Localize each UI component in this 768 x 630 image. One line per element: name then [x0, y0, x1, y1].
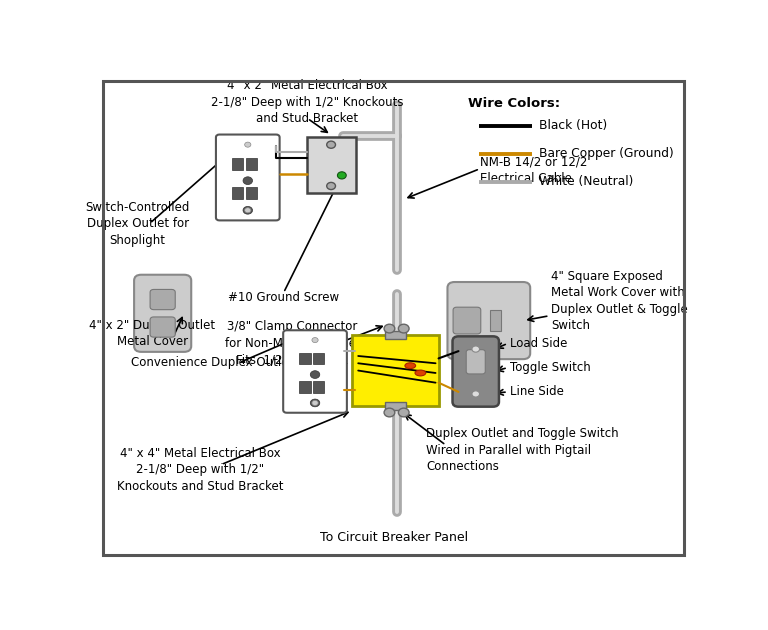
Text: Line Side: Line Side	[510, 386, 564, 398]
Circle shape	[384, 324, 395, 333]
Bar	[300, 381, 310, 392]
Text: Toggle Switch: Toggle Switch	[510, 361, 591, 374]
Bar	[490, 310, 502, 331]
FancyBboxPatch shape	[466, 350, 485, 374]
Bar	[385, 402, 406, 410]
Circle shape	[243, 207, 253, 214]
Circle shape	[326, 141, 336, 148]
Ellipse shape	[415, 370, 425, 376]
Circle shape	[399, 324, 409, 333]
Text: Duplex Outlet and Toggle Switch
Wired in Parallel with Pigtail
Connections: Duplex Outlet and Toggle Switch Wired in…	[426, 427, 619, 473]
FancyBboxPatch shape	[283, 330, 347, 413]
Bar	[353, 335, 439, 406]
Circle shape	[310, 370, 319, 379]
Circle shape	[312, 338, 318, 343]
Bar	[385, 331, 406, 339]
Text: Convenience Duplex Outlet: Convenience Duplex Outlet	[131, 357, 293, 369]
Circle shape	[472, 391, 479, 397]
Circle shape	[245, 208, 251, 213]
Text: Switch-Controlled
Duplex Outlet for
Shoplight: Switch-Controlled Duplex Outlet for Shop…	[85, 200, 190, 246]
Text: Wire Colors:: Wire Colors:	[468, 98, 560, 110]
Text: 3/8" Clamp Connector
for Non-Metallic Cable.
Fits  1/2" knockout.: 3/8" Clamp Connector for Non-Metallic Ca…	[225, 321, 359, 367]
Circle shape	[326, 183, 336, 190]
Bar	[313, 381, 324, 392]
Text: 4" x 4" Metal Electrical Box
2-1/8" Deep with 1/2"
Knockouts and Stud Bracket: 4" x 4" Metal Electrical Box 2-1/8" Deep…	[117, 447, 283, 493]
FancyBboxPatch shape	[448, 282, 530, 359]
Bar	[300, 353, 310, 364]
FancyBboxPatch shape	[453, 307, 481, 334]
FancyBboxPatch shape	[150, 289, 175, 310]
Text: Black (Hot): Black (Hot)	[539, 119, 607, 132]
Text: 4" x 2" Duplex Outlet
Metal Cover: 4" x 2" Duplex Outlet Metal Cover	[90, 319, 216, 348]
Text: Bare Copper (Ground): Bare Copper (Ground)	[539, 147, 674, 160]
Text: 4" x 2" Metal Electrical Box
2-1/8" Deep with 1/2" Knockouts
and Stud Bracket: 4" x 2" Metal Electrical Box 2-1/8" Deep…	[211, 79, 403, 125]
Text: White (Neutral): White (Neutral)	[539, 175, 634, 188]
Bar	[313, 353, 324, 364]
Circle shape	[384, 408, 395, 417]
Circle shape	[472, 346, 479, 352]
Bar	[306, 137, 356, 193]
Circle shape	[310, 399, 319, 407]
Text: To Circuit Breaker Panel: To Circuit Breaker Panel	[319, 531, 468, 544]
Circle shape	[399, 408, 409, 417]
Text: NM-B 14/2 or 12/2
Electrical Cable: NM-B 14/2 or 12/2 Electrical Cable	[480, 156, 588, 185]
Circle shape	[312, 401, 318, 406]
Circle shape	[245, 142, 251, 147]
Bar	[232, 158, 243, 170]
Text: 4" Square Exposed
Metal Work Cover with
Duplex Outlet & Toggle
Switch: 4" Square Exposed Metal Work Cover with …	[551, 270, 688, 333]
FancyBboxPatch shape	[134, 275, 191, 352]
Bar	[232, 188, 243, 200]
Text: Load Side: Load Side	[510, 337, 567, 350]
FancyBboxPatch shape	[150, 317, 175, 337]
FancyBboxPatch shape	[452, 336, 499, 407]
Circle shape	[337, 172, 346, 179]
Bar	[246, 158, 257, 170]
Bar	[246, 188, 257, 200]
Circle shape	[243, 177, 253, 185]
Text: #10 Ground Screw: #10 Ground Screw	[228, 291, 339, 304]
Ellipse shape	[405, 363, 415, 369]
FancyBboxPatch shape	[216, 135, 280, 220]
